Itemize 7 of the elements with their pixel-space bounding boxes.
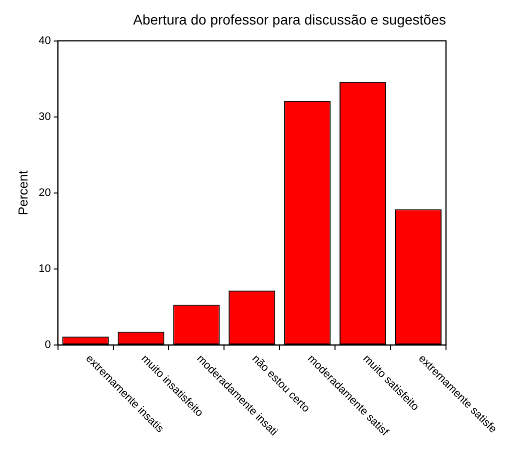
y-axis-title: Percent bbox=[15, 170, 30, 216]
y-tick-label: 10 bbox=[38, 262, 51, 275]
y-tick-label: 20 bbox=[38, 186, 51, 199]
chart-title: Abertura do professor para discussão e sugestões bbox=[133, 11, 446, 28]
y-tick-label: 0 bbox=[44, 339, 51, 352]
y-tick-label: 40 bbox=[38, 34, 51, 47]
y-tick-label: 30 bbox=[38, 110, 51, 123]
